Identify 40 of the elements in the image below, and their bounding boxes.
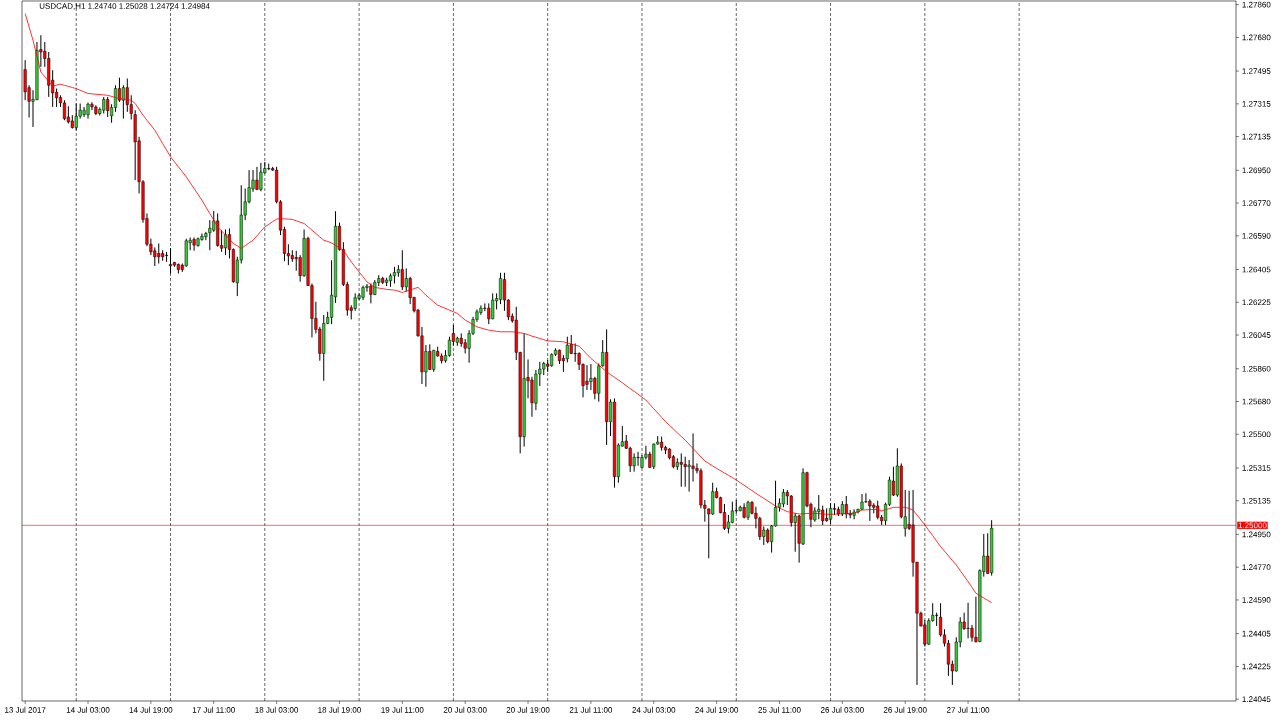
- chart-title: USDCAD,H1 1.24740 1.25028 1.24724 1.24984: [39, 3, 210, 10]
- x-tick-label: 24 Jul 19:00: [695, 706, 739, 713]
- y-tick-label: 1.25860: [1242, 365, 1271, 372]
- y-tick-label: 1.27495: [1242, 68, 1271, 74]
- x-tick-label: 18 Jul 19:00: [318, 706, 361, 713]
- y-tick-label: 1.24770: [1242, 564, 1271, 571]
- y-tick-label: 1.26045: [1242, 332, 1271, 338]
- y-tick-label: 1.27315: [1242, 101, 1271, 107]
- y-tick-label: 1.26590: [1242, 233, 1271, 239]
- x-tick-label: 17 Jul 11:00: [192, 706, 235, 713]
- y-tick-label: 1.25680: [1242, 398, 1271, 405]
- x-tick-label: 19 Jul 11:00: [381, 706, 424, 713]
- x-tick-label: 14 Jul 19:00: [129, 706, 173, 713]
- y-tick-label: 1.27680: [1242, 34, 1271, 41]
- y-tick-label: 1.24950: [1242, 531, 1271, 538]
- x-tick-label: 26 Jul 03:00: [820, 706, 864, 713]
- y-tick-label: 1.25315: [1242, 465, 1271, 471]
- x-tick-label: 20 Jul 03:00: [443, 706, 487, 713]
- y-tick-label: 1.27860: [1242, 1, 1271, 8]
- x-tick-label: 13 Jul 2017: [5, 706, 46, 713]
- x-tick-label: 25 Jul 11:00: [758, 706, 801, 713]
- y-tick-label: 1.24590: [1242, 597, 1271, 603]
- y-tick-label: 1.26770: [1242, 200, 1271, 206]
- x-tick-label: 24 Jul 03:00: [632, 706, 676, 713]
- x-tick-label: 20 Jul 19:00: [506, 706, 550, 713]
- x-tick-label: 18 Jul 03:00: [255, 706, 299, 713]
- x-tick-label: 27 Jul 11:00: [946, 706, 990, 713]
- y-tick-label: 1.25135: [1242, 497, 1271, 504]
- y-tick-label: 1.24045: [1242, 696, 1271, 702]
- x-tick-label: 21 Jul 11:00: [569, 706, 613, 713]
- y-tick-label: 1.27135: [1242, 133, 1271, 140]
- y-tick-label: 1.25500: [1242, 431, 1271, 438]
- x-tick-label: 26 Jul 19:00: [883, 706, 927, 713]
- y-tick-label: 1.24405: [1242, 630, 1271, 637]
- y-tick-label: 1.24225: [1242, 663, 1271, 670]
- x-tick-label: 14 Jul 03:00: [66, 706, 110, 713]
- y-tick-label: 1.26950: [1242, 167, 1271, 174]
- y-tick-label: 1.26405: [1242, 266, 1271, 273]
- y-tick-label: 1.26225: [1242, 299, 1271, 306]
- ref-line-label: 1.25000: [1238, 522, 1267, 529]
